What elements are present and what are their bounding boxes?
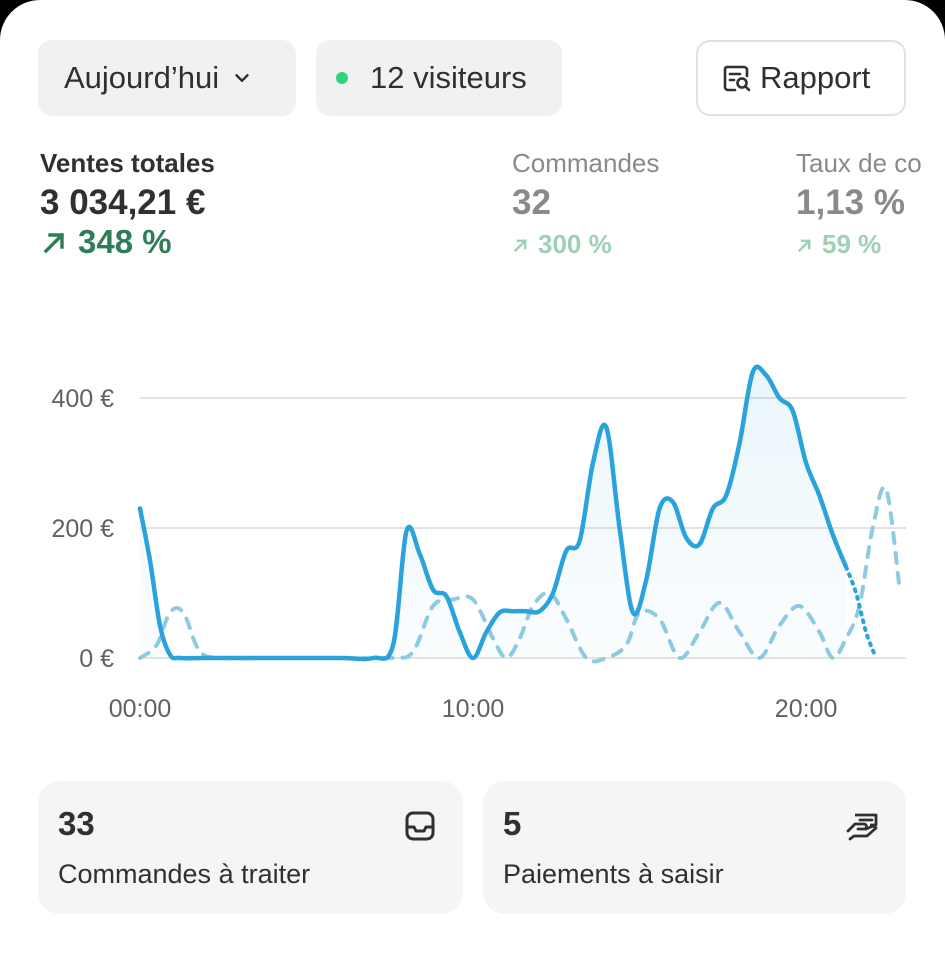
y-tick-label: 400 € [51, 385, 114, 413]
arrow-up-right-icon [43, 232, 65, 254]
hand-cash-icon [846, 813, 878, 841]
metric-change-value: 59 % [822, 229, 882, 259]
series-area-current [140, 366, 847, 659]
payments-to-capture-card[interactable]: 5 Paiements à saisir [483, 781, 906, 914]
y-tick-label: 0 € [79, 645, 114, 673]
date-range-label: Aujourd’hui [64, 60, 220, 95]
metric-conversion-rate[interactable]: Taux de co 1,13 % 59 % [796, 148, 922, 260]
metric-change: 59 % [796, 229, 922, 260]
sales-line-chart: 400 € 200 € 0 € 00:00 10:00 20:00 [51, 364, 906, 723]
visitors-label: 12 visiteurs [370, 60, 527, 95]
metric-orders[interactable]: Commandes 32 300 % [512, 148, 659, 260]
report-search-icon [723, 65, 751, 92]
orders-to-process-card[interactable]: 33 Commandes à traiter [38, 781, 463, 914]
x-tick-label: 00:00 [109, 695, 172, 723]
arrow-up-right-icon [797, 238, 811, 252]
task-count: 5 [503, 805, 522, 842]
task-label: Paiements à saisir [503, 859, 724, 889]
date-range-selector[interactable]: Aujourd’hui [38, 40, 296, 116]
metric-total-sales[interactable]: Ventes totales 3 034,21 € 348 % [40, 148, 215, 261]
arrow-up-right-icon [513, 238, 527, 252]
chevron-down-icon [235, 74, 249, 82]
x-tick-label: 10:00 [442, 695, 505, 723]
metric-label: Taux de co [796, 148, 922, 178]
metric-change-value: 348 % [78, 223, 172, 260]
metric-label: Ventes totales [40, 148, 215, 178]
metric-value: 32 [512, 183, 551, 222]
metric-change-value: 300 % [538, 229, 612, 259]
series-line-current [137, 364, 849, 662]
metric-label: Commandes [512, 148, 660, 178]
task-count: 33 [58, 805, 95, 842]
inbox-icon [405, 811, 435, 841]
report-label: Rapport [760, 60, 871, 95]
metric-value: 1,13 % [796, 183, 905, 222]
series-line-current-projection [844, 565, 879, 660]
metric-value: 3 034,21 € [40, 183, 206, 222]
x-tick-label: 20:00 [775, 695, 838, 723]
report-button[interactable]: Rapport [696, 40, 906, 116]
task-label: Commandes à traiter [58, 859, 311, 889]
y-tick-label: 200 € [51, 515, 114, 543]
metric-change: 348 % [40, 223, 215, 261]
live-status-dot [336, 72, 348, 84]
live-visitors-button[interactable]: 12 visiteurs [316, 40, 562, 116]
metric-change: 300 % [512, 229, 659, 260]
